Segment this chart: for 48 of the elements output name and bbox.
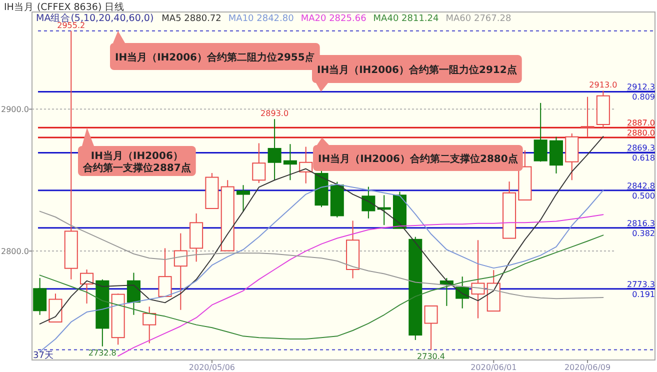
- x-tick-label: 2020/05/06: [188, 363, 236, 372]
- annotation: IH当月（IH2006）合约第一支撑位2887点: [82, 150, 191, 174]
- line-series: [39, 210, 604, 300]
- candlestick: [283, 144, 297, 181]
- candlestick: [126, 272, 140, 316]
- ref-line-label: 2887.0: [627, 118, 655, 128]
- y-tick-label: 2900.0: [1, 105, 29, 114]
- candlestick: [48, 293, 62, 322]
- annotation: IH当月（IH2006）合约第二支撑位2880点: [318, 153, 518, 165]
- line-series: [39, 234, 604, 340]
- line-series: [39, 136, 604, 324]
- candlestick: [580, 96, 594, 138]
- x-tick-label: 2020/06/01: [470, 363, 517, 372]
- candlestick: [362, 186, 376, 219]
- candlestick: [158, 248, 172, 297]
- candlestick: [299, 146, 313, 184]
- text: MA40 2811.24: [373, 14, 440, 24]
- text: MA60 2767.28: [446, 14, 512, 24]
- ref-line-label: 2842.8 0.500: [627, 181, 655, 200]
- candlestick: [456, 276, 470, 309]
- candlestick: [252, 142, 266, 184]
- candlestick: [236, 184, 250, 212]
- x-tick-label: 2020/06/09: [564, 363, 611, 372]
- chart-title: IH当月 (CFFEX 8636) 日线: [4, 1, 125, 13]
- annotation: 2913.0: [589, 80, 618, 90]
- text: MA5 2880.72: [162, 14, 222, 24]
- annotation: 2732.8: [88, 348, 116, 358]
- candlestick: [424, 305, 438, 350]
- ref-line-label: 2773.3 0.191: [627, 280, 655, 299]
- ref-line-label: 2869.3 0.618: [627, 144, 655, 163]
- annotation: 37天: [33, 350, 54, 361]
- candlestick: [471, 240, 485, 319]
- annotation: 2730.4: [417, 352, 446, 361]
- ref-line-label: 2912.3 0.809: [627, 82, 655, 102]
- text: MA10 2842.80: [228, 14, 294, 24]
- ref-line-label: 2816.3 0.382: [627, 218, 655, 238]
- annotation: 2893.0: [260, 109, 289, 118]
- y-tick-label: 2800.0: [1, 247, 29, 256]
- candlestick: [33, 278, 47, 316]
- ref-line-label: 2880.0: [627, 128, 655, 138]
- candlestick: [268, 118, 282, 181]
- candlestick: [174, 232, 188, 310]
- annotation: IH当月（IH2006）合约第一阻力位2912点: [317, 64, 517, 76]
- text: MA20 2825.66: [300, 14, 367, 24]
- annotation: 2955.2: [57, 20, 86, 30]
- candlestick: [142, 306, 156, 344]
- candlestick: [534, 102, 548, 162]
- candlestick: [80, 268, 94, 304]
